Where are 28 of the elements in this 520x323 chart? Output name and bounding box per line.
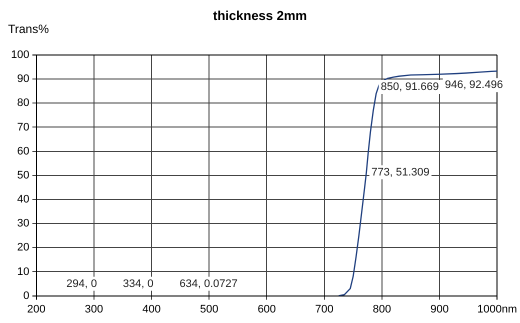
x-tick-label: 500 — [200, 303, 218, 316]
chart-title: thickness 2mm — [212, 8, 308, 23]
y-tick-label: 10 — [17, 266, 30, 278]
y-tick-label: 90 — [17, 73, 30, 86]
annotation: 773, 51.309 — [371, 166, 430, 178]
x-tick-label: 1000nm — [477, 303, 518, 316]
x-tick-label: 400 — [142, 303, 161, 316]
annotation: 294, 0 — [66, 278, 97, 290]
y-tick-label: 100 — [10, 49, 30, 62]
y-tick-label: 30 — [17, 218, 30, 230]
x-tick-label: 700 — [315, 303, 334, 316]
y-tick-label: 70 — [17, 121, 30, 134]
x-tick-label: 800 — [372, 303, 392, 316]
y-tick-label: 0 — [23, 290, 30, 302]
x-tick-label: 300 — [84, 303, 104, 316]
annotation: 946, 92.496 — [444, 79, 503, 92]
y-tick-label: 40 — [17, 194, 30, 206]
y-tick-label: 80 — [17, 97, 30, 110]
y-tick-label: 50 — [17, 169, 30, 182]
y-tick-label: 20 — [17, 242, 30, 254]
x-tick-label: 900 — [430, 303, 449, 316]
x-tick-label: 200 — [27, 303, 46, 316]
x-tick-label: 600 — [258, 303, 276, 316]
annotation: 850, 91.669 — [380, 81, 439, 94]
y-axis-title: Trans% — [8, 22, 49, 36]
annotation: 334, 0 — [122, 278, 154, 290]
annotation: 634, 0.0727 — [180, 278, 238, 290]
y-tick-label: 60 — [17, 145, 30, 158]
